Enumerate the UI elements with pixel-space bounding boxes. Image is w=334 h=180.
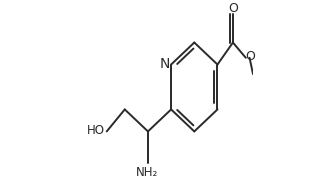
Text: NH₂: NH₂ [136,166,158,179]
Text: HO: HO [87,124,105,137]
Text: O: O [246,50,256,64]
Text: O: O [228,2,238,15]
Text: N: N [160,57,170,71]
